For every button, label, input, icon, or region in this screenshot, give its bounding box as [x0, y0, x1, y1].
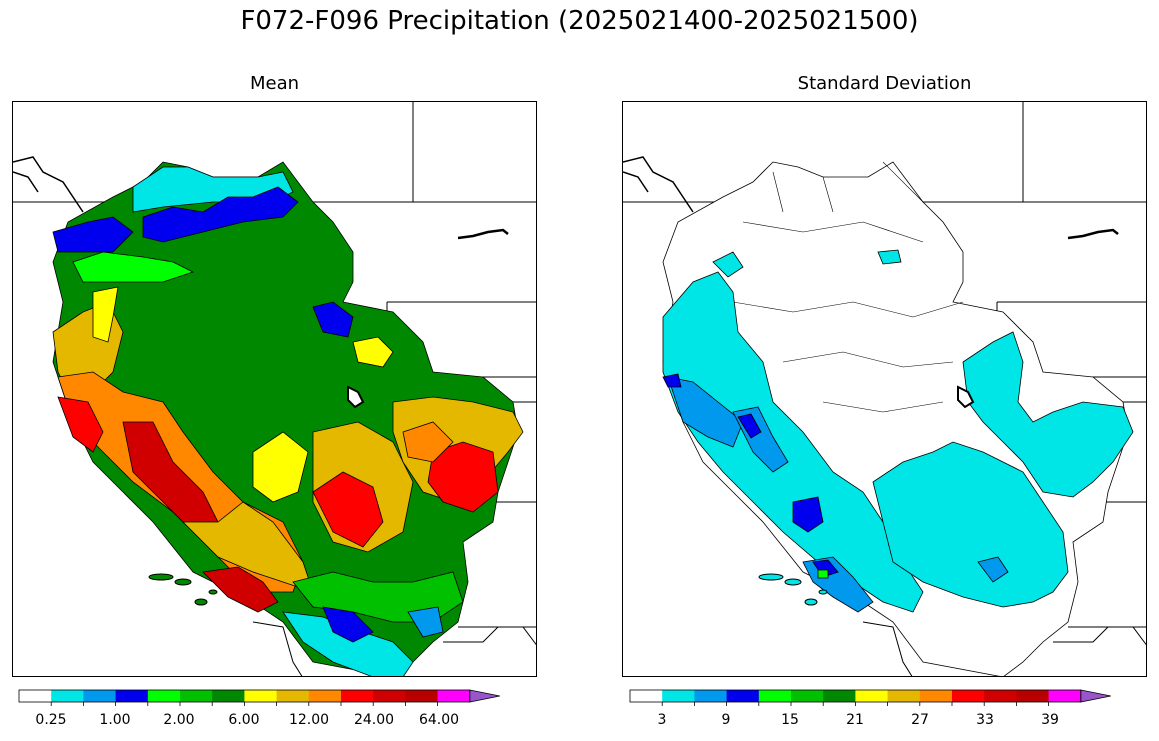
- stdev-map-canvas: [623, 102, 1146, 676]
- stdev-tick-label: 39: [1041, 712, 1059, 728]
- region-coast-yellow: [92, 286, 119, 343]
- mean-tick-label: 64.00: [418, 712, 460, 728]
- mean-colorbar-segment: [341, 690, 374, 702]
- stdev-colorbar-segment: [630, 690, 663, 702]
- northwest-coastline: [623, 156, 694, 213]
- mean-map-canvas: [13, 102, 536, 676]
- stdev-colorbar-segment: [1048, 690, 1082, 702]
- lake: [957, 385, 975, 409]
- stdev-colorbar: [629, 689, 1140, 706]
- mean-colorbar-segment: [373, 690, 406, 702]
- stdev-tick-label: 27: [911, 712, 929, 728]
- lake: [347, 385, 365, 409]
- mean-colorbar-extension: [469, 689, 500, 703]
- region-coast-red: [57, 396, 104, 453]
- figure-title: F072-F096 Precipitation (2025021400-2025…: [240, 6, 919, 36]
- stdev-colorbar-segment: [887, 690, 921, 702]
- mean-colorbar: [18, 689, 529, 706]
- mean-colorbar-ticks: 0.25 1.00 2.00 6.00 12.00 24.00 64.00: [19, 712, 529, 732]
- mean-colorbar-canvas: [18, 689, 500, 706]
- region-arizona-lightblue: [407, 606, 444, 638]
- mean-tick-label: 2.00: [163, 712, 195, 728]
- mean-tick-label: 6.00: [228, 712, 260, 728]
- region-interior-cyan: [872, 441, 1069, 608]
- stdev-colorbar-segment: [984, 690, 1017, 702]
- stdev-colorbar-segment: [919, 690, 953, 702]
- mean-panel-title: Mean: [249, 73, 300, 94]
- region-colorado-orange: [402, 421, 454, 463]
- stdev-colorbar-segment: [952, 690, 985, 702]
- stdev-tick-label: 3: [657, 712, 667, 728]
- channel-islands: [148, 573, 218, 606]
- region-utah-red: [312, 471, 384, 548]
- mean-colorbar-segment: [212, 690, 245, 702]
- mean-colorbar-segment: [115, 690, 149, 702]
- eastern-lake-outline: [1067, 228, 1119, 240]
- stdev-colorbar-segment: [694, 690, 728, 702]
- mean-colorbar-segment: [180, 690, 213, 702]
- mean-tick-label: 0.25: [35, 712, 67, 728]
- region-central-gold: [182, 501, 314, 593]
- mean-colorbar-segment: [276, 690, 310, 702]
- mean-tick-label: 1.00: [99, 712, 131, 728]
- region-nevada-yellow: [252, 431, 309, 503]
- mean-colorbar-segment: [405, 690, 439, 702]
- region-colorado-red: [427, 441, 499, 513]
- region-central-blue: [142, 186, 299, 243]
- region-east-blue: [312, 301, 354, 338]
- stdev-colorbar-canvas: [629, 689, 1111, 706]
- basin-outlines: [732, 161, 964, 413]
- channel-islands: [758, 573, 828, 606]
- region-north-coast-blue: [662, 373, 682, 388]
- region-sierra-blue: [737, 413, 762, 439]
- stdev-colorbar-segment: [855, 690, 889, 702]
- region-northwest-cyan: [712, 251, 744, 278]
- region-utah-lightblue: [977, 556, 1009, 583]
- mean-colorbar-segment: [19, 690, 52, 702]
- northwest-coastline: [13, 156, 84, 213]
- mean-colorbar-segment: [147, 690, 181, 702]
- stdev-colorbar-segment: [758, 690, 792, 702]
- stdev-colorbar-segment: [1016, 690, 1050, 702]
- mean-colorbar-segment: [83, 690, 117, 702]
- stdev-panel-title: Standard Deviation: [797, 73, 972, 94]
- stdev-tick-label: 21: [846, 712, 864, 728]
- mean-colorbar-segment: [244, 690, 278, 702]
- region-east-cyan: [962, 331, 1134, 498]
- stdev-tick-label: 15: [781, 712, 799, 728]
- region-coast-lightblue: [667, 376, 744, 448]
- mean-colorbar-segment: [437, 690, 471, 702]
- region-north-blue: [52, 216, 134, 253]
- region-socal-darkred: [202, 566, 279, 613]
- mean-colorbar-segment: [51, 690, 84, 702]
- region-central-blue: [792, 496, 824, 533]
- stdev-colorbar-segment: [823, 690, 856, 702]
- mexico-border: [862, 621, 1146, 676]
- stdev-colorbar-extension: [1080, 689, 1111, 703]
- region-idaho-cyan: [877, 249, 902, 265]
- region-arizona-blue: [322, 606, 374, 643]
- mean-colorbar-segment: [308, 690, 342, 702]
- mexico-border: [252, 621, 536, 676]
- stdev-colorbar-segment: [662, 690, 695, 702]
- region-socal-green: [817, 569, 829, 579]
- stdev-colorbar-segment: [726, 690, 760, 702]
- region-bright-green: [72, 251, 195, 283]
- mean-map: [12, 101, 537, 677]
- region-coast-cyan: [662, 271, 924, 613]
- mean-tick-label: 24.00: [353, 712, 395, 728]
- eastern-lake-outline: [457, 228, 509, 240]
- stdev-colorbar-segment: [791, 690, 824, 702]
- stdev-tick-label: 9: [721, 712, 731, 728]
- region-idaho-yellow: [352, 336, 394, 368]
- stdev-colorbar-ticks: 3 9 15 21 27 33 39: [630, 712, 1140, 732]
- stdev-map: [622, 101, 1147, 677]
- mean-tick-label: 12.00: [288, 712, 330, 728]
- stdev-tick-label: 33: [976, 712, 994, 728]
